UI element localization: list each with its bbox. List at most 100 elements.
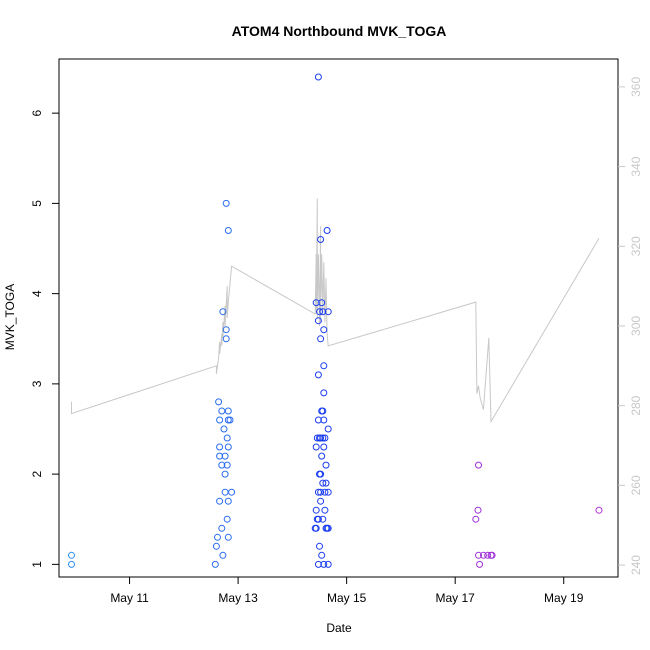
scatter-point bbox=[314, 515, 322, 523]
scatter-point bbox=[320, 362, 328, 370]
scatter-point bbox=[223, 461, 231, 469]
scatter-point bbox=[221, 452, 229, 460]
scatter-point bbox=[314, 73, 322, 81]
y-tick-label: 6 bbox=[30, 109, 44, 116]
scatter-point bbox=[488, 551, 496, 559]
x-tick-label: May 11 bbox=[110, 591, 149, 605]
scatter-point bbox=[317, 488, 325, 496]
scatter-point bbox=[324, 425, 332, 433]
scatter-point bbox=[474, 506, 482, 514]
scatter-point bbox=[323, 227, 331, 234]
x-axis-label: Date bbox=[326, 621, 352, 635]
y2-tick-label: 260 bbox=[629, 475, 643, 495]
scatter-point bbox=[321, 506, 329, 514]
scatter-point bbox=[316, 308, 323, 316]
scatter-point bbox=[228, 488, 236, 496]
scatter-point bbox=[479, 551, 487, 559]
scatter-point bbox=[324, 524, 332, 532]
scatter-point bbox=[221, 470, 229, 478]
scatter-point bbox=[324, 488, 332, 496]
scatter-point bbox=[319, 308, 327, 316]
x-tick-label: May 15 bbox=[327, 591, 367, 605]
y2-tick-label: 300 bbox=[629, 316, 643, 336]
scatter-point bbox=[321, 488, 329, 496]
y-tick-label: 3 bbox=[30, 380, 44, 387]
scatter-point bbox=[222, 199, 230, 207]
scatter-point bbox=[224, 227, 232, 234]
scatter-point bbox=[317, 335, 325, 343]
scatter-point bbox=[224, 533, 232, 541]
y-axis-label: MVK_TOGA bbox=[3, 284, 17, 350]
x-tick-label: May 19 bbox=[544, 591, 584, 605]
y2-tick-label: 340 bbox=[629, 156, 643, 176]
scatter-point bbox=[218, 461, 226, 469]
scatter-point bbox=[324, 560, 332, 568]
scatter-point bbox=[223, 434, 231, 442]
scatter-point bbox=[224, 443, 232, 451]
scatter-point bbox=[320, 416, 328, 424]
scatter-point bbox=[226, 416, 234, 424]
scatter-point bbox=[322, 461, 330, 469]
y-tick-label: 5 bbox=[30, 200, 44, 207]
scatter-point bbox=[319, 434, 327, 442]
scatter-point bbox=[216, 497, 224, 505]
scatter-point bbox=[314, 416, 322, 424]
scatter-point bbox=[222, 326, 230, 334]
scatter-point bbox=[320, 443, 328, 451]
scatter-point bbox=[68, 551, 75, 559]
scatter-point bbox=[215, 398, 223, 406]
y2-tick-label: 360 bbox=[629, 77, 643, 97]
scatter-point bbox=[475, 461, 482, 469]
scatter-point bbox=[320, 560, 328, 568]
scatter-point bbox=[212, 542, 220, 550]
scatter-point bbox=[319, 479, 327, 487]
scatter-point bbox=[218, 524, 226, 532]
y2-tick-label: 320 bbox=[629, 236, 643, 256]
scatter-point bbox=[219, 308, 227, 316]
y-tick-label: 2 bbox=[30, 470, 44, 477]
scatter-point bbox=[312, 524, 320, 532]
scatter-point bbox=[314, 317, 322, 325]
scatter-point bbox=[318, 551, 326, 559]
plot-frame bbox=[58, 58, 619, 578]
scatter-point bbox=[314, 560, 322, 568]
scatter-point bbox=[68, 560, 75, 568]
scatter-point bbox=[214, 533, 221, 541]
scatter-point bbox=[319, 407, 327, 415]
scatter-point bbox=[318, 452, 326, 460]
scatter-point bbox=[320, 389, 328, 397]
y2-tick-label: 240 bbox=[629, 555, 643, 575]
scatter-point bbox=[321, 434, 329, 442]
x-tick-label: May 17 bbox=[436, 591, 476, 605]
scatter-point bbox=[224, 497, 232, 505]
scatter-point bbox=[316, 542, 323, 550]
scatter-point bbox=[322, 479, 330, 487]
scatter-point bbox=[312, 443, 320, 451]
scatter-point bbox=[475, 551, 482, 559]
scatter-point bbox=[318, 299, 326, 307]
x-tick-label: May 13 bbox=[218, 591, 258, 605]
scatter-point bbox=[219, 551, 227, 559]
y-tick-label: 1 bbox=[30, 561, 44, 568]
scatter-point bbox=[472, 515, 480, 523]
scatter-point bbox=[595, 506, 603, 514]
scatter-point bbox=[211, 560, 219, 568]
scatter-point bbox=[223, 515, 231, 523]
scatter-point bbox=[317, 470, 325, 478]
scatter-point bbox=[484, 551, 492, 559]
y-tick-label: 4 bbox=[30, 290, 44, 297]
scatter-point bbox=[220, 425, 228, 433]
scatter-point bbox=[320, 326, 328, 334]
scatter-point bbox=[476, 560, 484, 568]
scatter-point bbox=[224, 407, 232, 415]
scatter-point bbox=[216, 416, 224, 424]
chart-title: ATOM4 Northbound MVK_TOGA bbox=[232, 23, 447, 39]
scatter-point bbox=[216, 443, 224, 451]
scatter-point bbox=[222, 335, 230, 343]
scatter-point bbox=[317, 497, 325, 505]
scatter-point bbox=[317, 236, 325, 243]
scatter-point bbox=[317, 434, 325, 442]
y2-tick-label: 280 bbox=[629, 395, 643, 415]
